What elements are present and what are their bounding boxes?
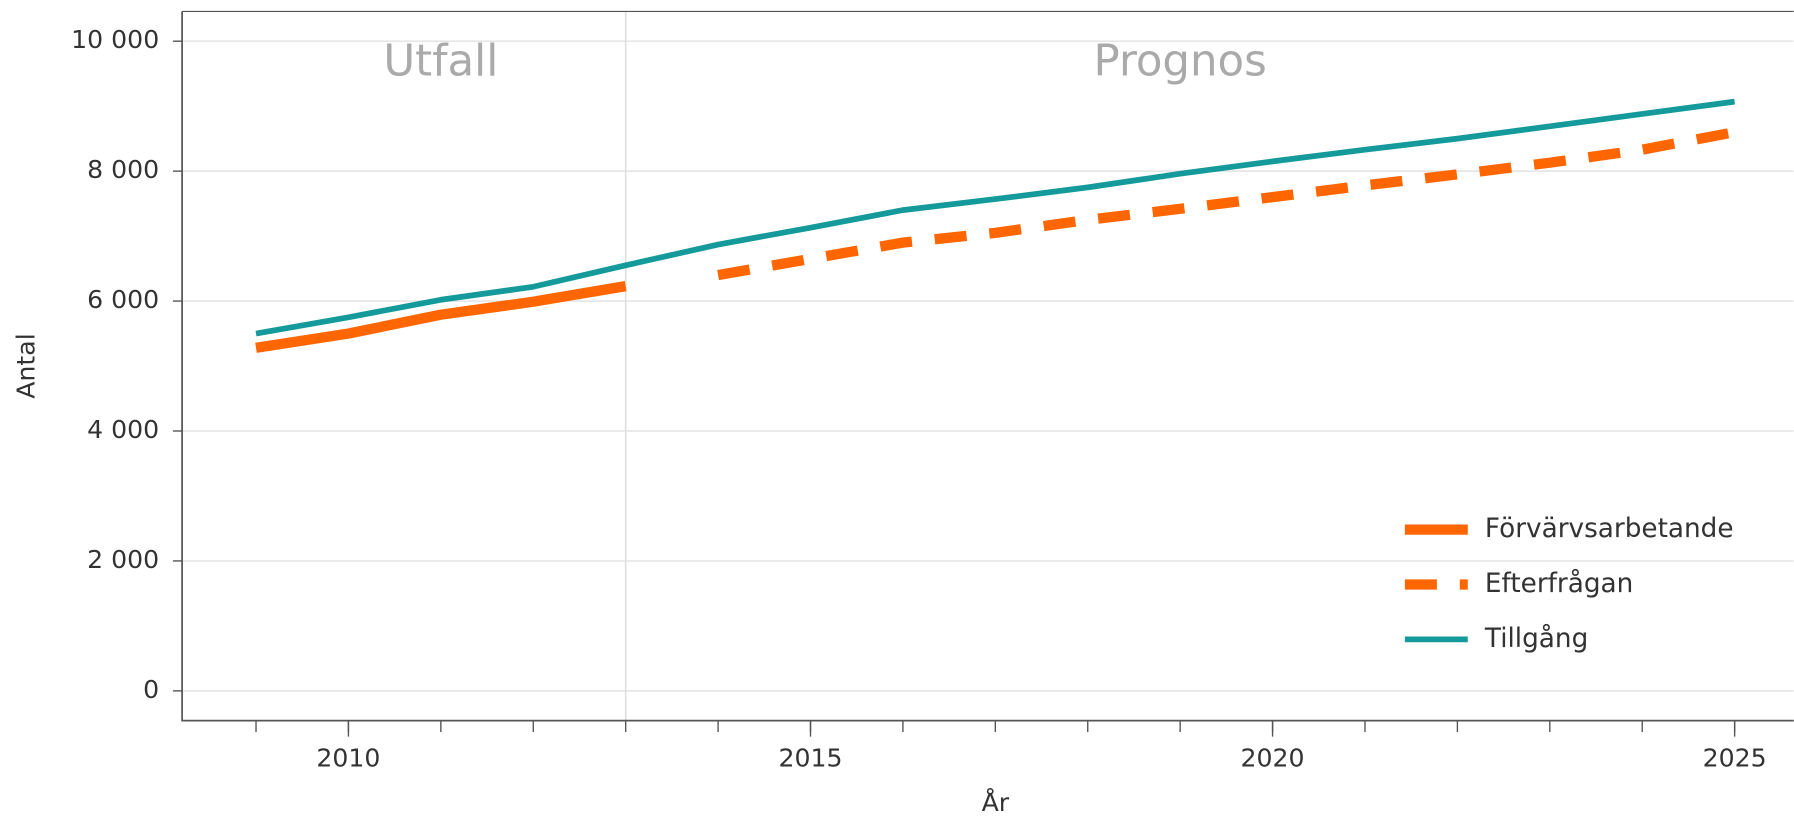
- series-line: [717, 127, 1736, 281]
- y-tick-label: 6 000: [87, 285, 159, 314]
- y-axis-label: Antal: [12, 333, 41, 398]
- x-tick-label: 2025: [1703, 744, 1767, 773]
- legend-label: Förvärvsarbetande: [1485, 514, 1734, 544]
- axis-frame: [181, 11, 1794, 722]
- series-line: [255, 281, 627, 353]
- y-tick-label: 2 000: [87, 545, 159, 574]
- x-tick-label: 2015: [778, 744, 842, 773]
- x-axis-label: År: [982, 788, 1010, 817]
- x-tick-label: 2020: [1241, 744, 1305, 773]
- annotation: Prognos: [1094, 36, 1267, 86]
- legend-label: Efterfrågan: [1485, 568, 1633, 599]
- y-tick-label: 8 000: [87, 155, 159, 184]
- series-line: [255, 98, 1736, 337]
- annotation: Utfall: [383, 36, 498, 86]
- x-tick-label: 2010: [316, 744, 380, 773]
- y-tick-label: 4 000: [87, 415, 159, 444]
- y-tick-label: 10 000: [71, 25, 159, 54]
- legend-label: Tillgång: [1484, 623, 1588, 654]
- y-tick-label: 0: [143, 675, 159, 704]
